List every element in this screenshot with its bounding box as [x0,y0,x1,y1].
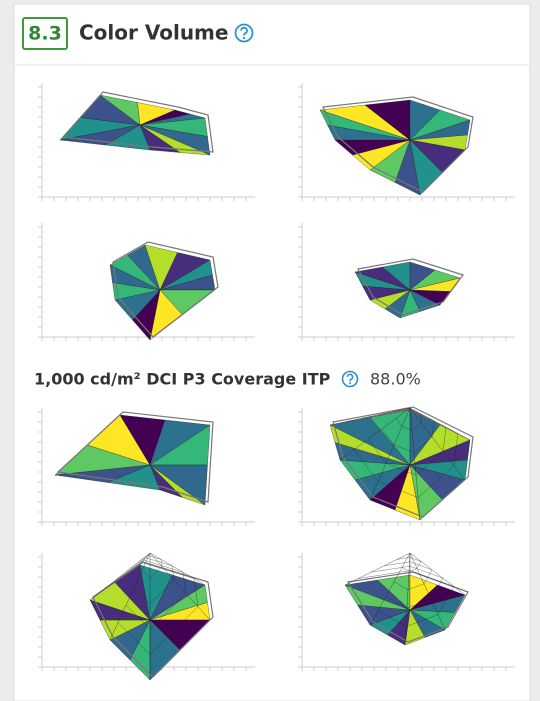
plot-wire [149,552,206,586]
plot-facet [109,264,161,291]
score-box [22,17,68,50]
plot-wire [101,562,199,655]
plot-wire [404,552,411,646]
color-volume-plot [298,83,515,201]
plot-wire [369,407,411,501]
section-title: Color Volume [79,21,228,45]
plot-facet [329,424,411,466]
plot-outline [56,411,214,503]
plot-facet [59,124,141,146]
color-volume-plot [38,552,255,681]
plot-wire [409,407,421,521]
metric-value: 88.0% [370,370,421,389]
help-icon[interactable] [234,23,254,43]
plot-outline [92,561,214,678]
color-volume-plot [298,552,515,671]
plot-wire [409,552,446,631]
plot-wire [357,570,455,627]
plot-wire [137,555,163,579]
plot-wire [393,408,423,431]
color-volume-plot [38,83,255,201]
plot-wire [345,409,459,498]
plot-wire [361,408,447,476]
plot-wire [409,407,466,481]
plot-wire [377,408,435,454]
help-icon[interactable] [341,370,359,388]
plot-wire [109,552,151,641]
score: 8.3 [28,23,62,45]
plot-outline [112,241,219,338]
plot-outline [61,91,214,153]
plot-outline [357,258,464,316]
plot-outline [322,96,474,193]
color-volume-plot [38,223,255,341]
plot-facet [89,599,151,621]
plot-wire [339,407,411,461]
plots [38,83,515,681]
plot-wire [344,552,411,586]
metric-label: 1,000 cd/m² DCI P3 Coverage ITP [34,370,331,389]
plot-outline [332,406,474,518]
plot-facet [354,271,411,291]
color-volume-plot [298,223,515,341]
plot-facet [319,109,411,141]
color-volume-plot [298,406,515,526]
plot-wire [113,559,187,630]
plot-wire [149,552,211,621]
plot-wire [370,565,444,609]
plot-wire [369,552,411,626]
plot-wire [409,552,466,596]
plot-wire [383,561,433,591]
plot-wire [125,557,175,605]
color-volume-plot [38,408,255,526]
plot-outline [347,571,469,643]
plot-facet [54,464,151,483]
